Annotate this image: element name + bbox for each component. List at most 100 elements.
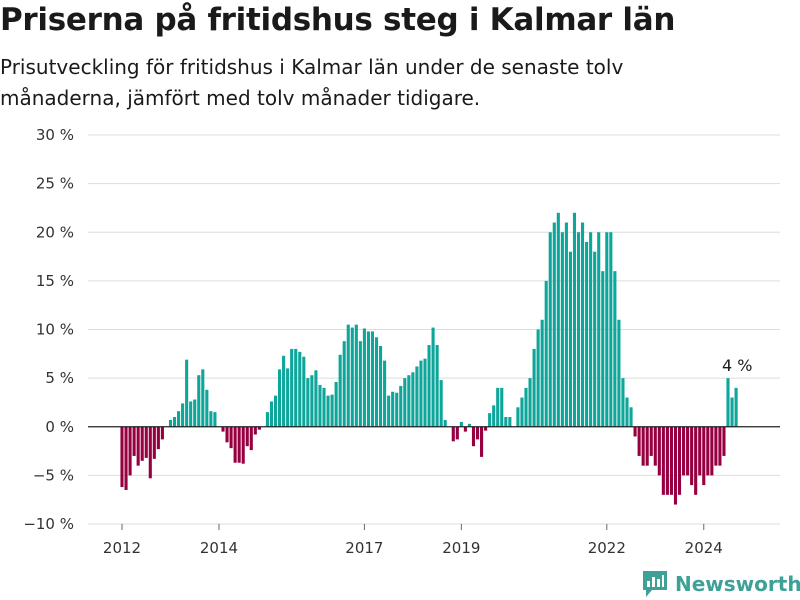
- bar: [310, 375, 314, 427]
- y-tick-label: −10 %: [23, 515, 74, 533]
- bar: [229, 426, 233, 449]
- bar: [391, 391, 395, 427]
- last-value-annotation: 4 %: [722, 356, 752, 375]
- bar: [197, 375, 201, 427]
- y-tick-label: 15 %: [36, 272, 74, 290]
- bar: [690, 426, 694, 486]
- bar: [189, 401, 193, 427]
- bar: [475, 426, 480, 440]
- bar: [282, 355, 286, 427]
- bar: [516, 407, 520, 427]
- bar: [379, 346, 383, 427]
- bar: [645, 426, 649, 466]
- bar: [144, 426, 148, 458]
- y-tick-label: 30 %: [36, 126, 74, 144]
- bar: [411, 372, 415, 427]
- bar: [148, 426, 152, 479]
- bar: [702, 426, 706, 486]
- bar: [459, 421, 463, 427]
- bar: [661, 426, 665, 495]
- bar: [374, 337, 379, 427]
- bar: [221, 426, 225, 432]
- bar: [653, 426, 657, 466]
- bar: [665, 426, 669, 495]
- bar: [366, 331, 370, 427]
- bar: [314, 370, 318, 427]
- bar: [427, 345, 431, 427]
- bar: [649, 426, 653, 456]
- bar: [257, 426, 261, 430]
- bar: [253, 426, 257, 435]
- bar: [225, 426, 229, 443]
- bar: [706, 426, 710, 476]
- bar: [286, 368, 290, 427]
- bar: [346, 324, 350, 427]
- bar: [593, 251, 597, 427]
- bar: [249, 426, 253, 451]
- bar: [362, 328, 366, 427]
- bar: [168, 419, 173, 427]
- bar: [613, 271, 617, 427]
- bar: [306, 378, 310, 427]
- bar: [496, 387, 500, 427]
- bar: [294, 348, 298, 427]
- x-tick-label: 2019: [442, 539, 480, 557]
- bar: [589, 232, 593, 427]
- bar: [330, 394, 334, 427]
- bar: [714, 426, 718, 466]
- bar: [201, 369, 205, 427]
- bar: [520, 397, 524, 427]
- y-tick-label: −5 %: [33, 466, 74, 484]
- bar: [265, 412, 269, 427]
- bar: [237, 426, 241, 463]
- bar: [439, 380, 443, 427]
- bar: [326, 395, 330, 427]
- chart-subtitle: Prisutveckling för fritidshus i Kalmar l…: [0, 55, 624, 110]
- bar: [205, 389, 209, 427]
- bar: [407, 375, 411, 427]
- bar: [463, 426, 467, 432]
- bar: [564, 222, 568, 427]
- bar: [508, 417, 512, 427]
- bar: [241, 426, 245, 464]
- bar: [193, 399, 197, 427]
- bar: [581, 222, 585, 427]
- bar: [209, 411, 213, 427]
- bar: [609, 232, 613, 427]
- bar: [403, 378, 407, 427]
- bar: [128, 426, 132, 476]
- bar: [387, 395, 391, 427]
- bar: [415, 366, 419, 427]
- bar: [152, 426, 156, 459]
- bar: [480, 426, 484, 457]
- bar: [718, 426, 722, 466]
- bar: [548, 232, 552, 427]
- bar: [172, 417, 177, 427]
- bar: [621, 378, 625, 427]
- bar: [633, 426, 637, 437]
- bar: [419, 360, 423, 427]
- bar: [136, 426, 140, 466]
- bar: [443, 419, 447, 427]
- bar: [350, 327, 354, 427]
- x-tick-label: 2024: [685, 539, 723, 557]
- bar: [682, 426, 686, 476]
- bar: [710, 426, 714, 476]
- bar: [552, 222, 556, 427]
- y-tick-label: 10 %: [36, 321, 74, 339]
- bar: [528, 378, 532, 427]
- bar: [245, 426, 249, 447]
- bar: [298, 351, 302, 427]
- bar: [597, 232, 601, 427]
- bar: [617, 319, 621, 427]
- bar: [423, 358, 427, 427]
- bar: [488, 413, 492, 427]
- y-tick-label: 20 %: [36, 223, 74, 241]
- bar: [302, 356, 306, 427]
- bar: [560, 232, 564, 427]
- x-tick-label: 2012: [103, 539, 141, 557]
- bar: [342, 341, 346, 427]
- bar: [504, 417, 508, 427]
- bar: [451, 426, 455, 442]
